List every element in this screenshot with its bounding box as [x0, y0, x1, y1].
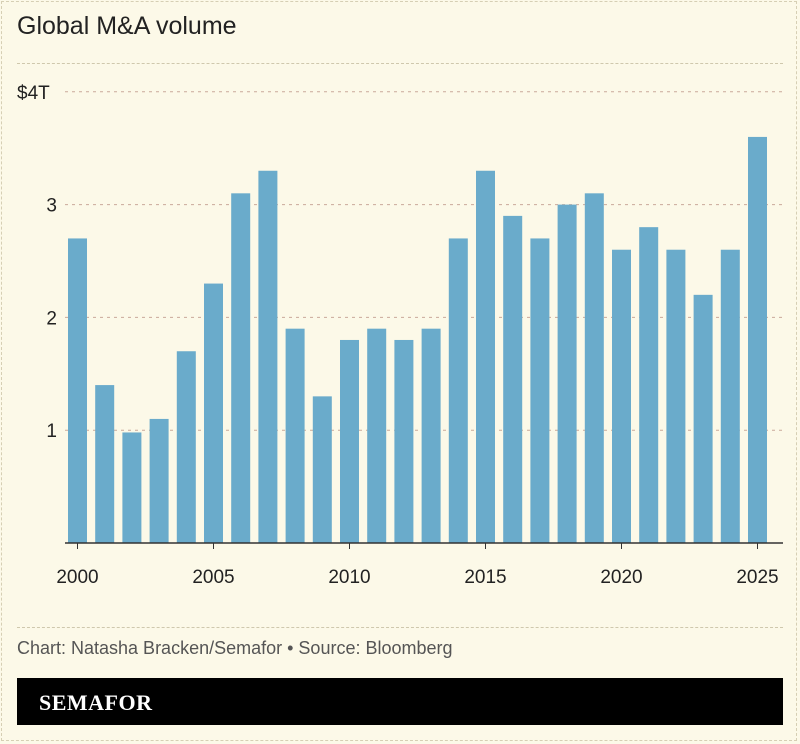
bar-2008 [285, 328, 305, 543]
divider-top [17, 63, 783, 64]
bar-2021 [639, 227, 659, 543]
bar-2019 [584, 193, 604, 543]
bar-2012 [394, 339, 414, 543]
bar-2003 [149, 418, 169, 543]
x-tick-label: 2015 [464, 567, 506, 588]
bar-2002 [122, 432, 142, 543]
bar-2006 [231, 193, 251, 543]
bar-2017 [530, 238, 550, 543]
y-tick-label: 2 [46, 308, 57, 329]
bar-2022 [666, 249, 686, 543]
y-tick-label: 3 [46, 196, 57, 217]
bar-2004 [176, 351, 196, 543]
divider-bottom [17, 627, 783, 628]
y-tick-label: 1 [46, 421, 57, 442]
bar-2011 [367, 328, 387, 543]
semafor-logo: SEMAFOR [39, 690, 153, 715]
x-tick-label: 2010 [328, 567, 370, 588]
y-tick-label: $4T [17, 83, 50, 104]
bar-2023 [693, 294, 713, 543]
bar-2020 [612, 249, 631, 543]
bar-2018 [557, 204, 577, 543]
bar-2025 [748, 136, 767, 544]
bar-2024 [720, 249, 740, 543]
bar-2001 [95, 385, 115, 543]
source-note: Chart: Natasha Bracken/Semafor • Source:… [17, 638, 453, 658]
bar-2016 [503, 215, 523, 543]
semafor-logo-bar: SEMAFOR [17, 678, 783, 725]
x-tick-label: 2020 [600, 567, 642, 588]
bar-2005 [204, 283, 223, 543]
bar-2007 [258, 170, 278, 543]
x-tick-label: 2000 [56, 567, 98, 588]
bar-chart: 1 2 3 $4T 2000 2005 2010 2015 2020 2025 [17, 83, 783, 588]
bar-2010 [340, 339, 359, 543]
bar-2014 [448, 238, 468, 543]
bar-2015 [476, 170, 495, 543]
bar-2000 [68, 238, 87, 543]
bar-2009 [312, 396, 332, 543]
x-tick-label: 2005 [192, 567, 234, 588]
chart-title: Global M&A volume [17, 12, 237, 40]
bar-2013 [421, 328, 441, 543]
x-tick-label: 2025 [736, 567, 778, 588]
